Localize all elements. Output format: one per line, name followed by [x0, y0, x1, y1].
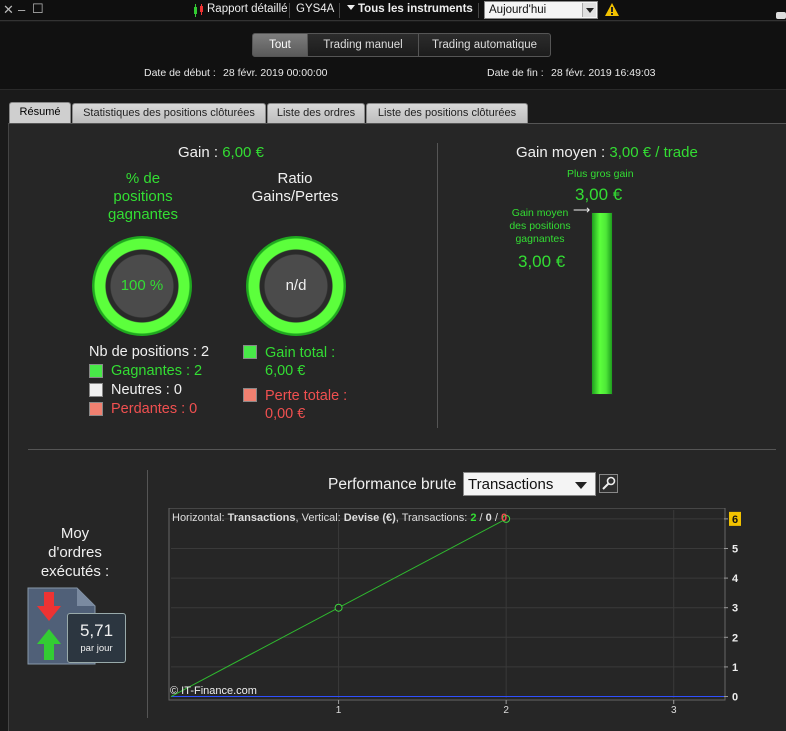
y-tick-highlight	[729, 511, 741, 526]
data-point	[502, 514, 511, 523]
chart-info-wins: 2	[470, 512, 477, 524]
title-bar: ✕ – ☐ Rapport détaillé GYS4A Tous les in…	[0, 0, 786, 21]
y-tick-label: 2	[732, 632, 738, 644]
instruments-dropdown-icon[interactable]	[347, 5, 355, 10]
total-loss-swatch	[243, 388, 257, 402]
close-icon[interactable]: ✕	[3, 2, 14, 17]
resize-handle-icon[interactable]	[776, 12, 786, 19]
x-tick-label: 2	[503, 705, 509, 716]
biggest-gain-value: 3,00 €	[575, 185, 623, 204]
tab-closed-positions[interactable]: Liste des positions clôturées	[366, 103, 528, 123]
section-divider	[28, 449, 776, 450]
symbol-label[interactable]: GYS4A	[296, 3, 335, 15]
performance-title: Performance brute	[328, 476, 457, 493]
period-value: Aujourd'hui	[489, 4, 547, 16]
winners-count: Gagnantes : 2	[111, 363, 203, 379]
performance-select-value: Transactions	[468, 476, 554, 493]
avg-gain-value: 3,00 € / trade	[609, 144, 698, 161]
maximize-icon[interactable]: ☐	[32, 1, 44, 16]
winning-pct-value: 100 %	[120, 277, 164, 294]
winners-swatch	[89, 364, 103, 378]
orders-unit: par jour	[80, 643, 113, 654]
orders-title: Moy d'ordres exécutés :	[40, 525, 110, 580]
report-label[interactable]: Rapport détaillé	[207, 3, 288, 15]
candlestick-icon	[193, 4, 205, 17]
segment-manual[interactable]: Trading manuel	[307, 33, 419, 57]
neutrals-count: Neutres : 0	[111, 382, 182, 398]
x-tick-label: 3	[671, 705, 677, 716]
segment-all[interactable]: Tout	[252, 33, 308, 57]
positions-count: Nb de positions : 2	[89, 344, 210, 360]
total-gain: Gain total : 6,00 €	[265, 345, 336, 379]
total-loss: Perte totale : 0,00 €	[265, 388, 348, 422]
winning-pct-gauge: 100 %	[92, 236, 192, 336]
chevron-down-icon	[575, 482, 587, 489]
winning-pct-title: % de positions gagnantes	[107, 170, 179, 223]
biggest-gain-label: Plus gros gain	[567, 168, 634, 180]
chart-info-neutrals: 0	[485, 512, 492, 524]
wrench-icon[interactable]	[599, 474, 618, 493]
instruments-selector[interactable]: Tous les instruments	[358, 3, 473, 15]
start-date-value: 28 févr. 2019 00:00:00	[223, 67, 328, 79]
gain-label: Gain :	[178, 144, 219, 161]
avg-win-label: Gain moyen des positions gagnantes	[509, 207, 571, 245]
period-select[interactable]: Aujourd'hui	[484, 1, 598, 19]
chart-info: Horizontal: Transactions, Vertical: Devi…	[172, 512, 508, 524]
gain-summary: Gain : 6,00 €	[178, 144, 264, 161]
end-date-label: Date de fin :	[487, 67, 544, 79]
x-tick-label: 1	[336, 705, 342, 716]
minimize-icon[interactable]: –	[18, 2, 26, 17]
chart-info-losses: 0	[500, 512, 508, 524]
orders-value: 5,71	[79, 621, 114, 640]
avg-gain-summary: Gain moyen : 3,00 € / trade	[516, 144, 698, 161]
orders-divider	[147, 470, 148, 718]
data-point	[334, 603, 343, 612]
segment-automatic[interactable]: Trading automatique	[418, 33, 551, 57]
summary-divider	[437, 143, 438, 428]
start-date-label: Date de début :	[144, 67, 216, 79]
gain-bar	[591, 212, 613, 395]
y-tick-label: 0	[732, 692, 738, 704]
performance-select[interactable]: Transactions	[463, 472, 596, 496]
chevron-down-icon	[582, 3, 596, 17]
tab-summary[interactable]: Résumé	[9, 102, 71, 123]
y-tick-label: 6	[732, 514, 738, 526]
tab-closed-stats[interactable]: Statistiques des positions clôturées	[72, 103, 266, 123]
avg-win-value: 3,00 €	[518, 252, 566, 271]
orders-badge: 5,71 par jour	[67, 613, 126, 663]
neutrals-swatch	[89, 383, 103, 397]
ratio-title: Ratio Gains/Pertes	[251, 170, 339, 205]
y-tick-label: 4	[732, 573, 739, 585]
copyright: © IT-Finance.com	[170, 685, 257, 697]
gain-value: 6,00 €	[222, 144, 264, 161]
ratio-gauge: n/d	[246, 236, 346, 336]
avg-gain-label: Gain moyen :	[516, 144, 606, 161]
total-gain-swatch	[243, 345, 257, 359]
y-tick-label: 3	[732, 603, 738, 615]
tab-orders[interactable]: Liste des ordres	[267, 103, 365, 123]
losers-swatch	[89, 402, 103, 416]
warning-icon[interactable]	[605, 3, 619, 21]
performance-chart: 0 1 2 3 4 5 6 1 2 3	[168, 508, 741, 716]
arrow-right-icon: ⟶	[573, 203, 591, 217]
y-tick-label: 5	[732, 543, 738, 555]
ratio-value: n/d	[285, 277, 307, 294]
losers-count: Perdantes : 0	[111, 401, 198, 417]
plot-area	[168, 508, 726, 701]
y-tick-label: 1	[732, 662, 738, 674]
end-date-value: 28 févr. 2019 16:49:03	[551, 67, 656, 79]
